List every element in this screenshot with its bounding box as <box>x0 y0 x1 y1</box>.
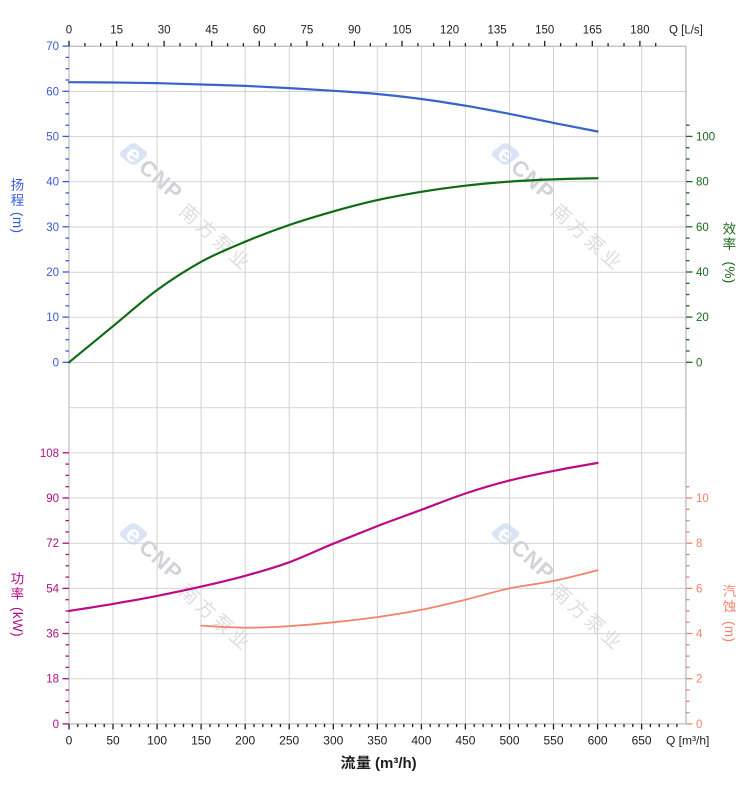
svg-text:6: 6 <box>696 583 702 595</box>
svg-text:135: 135 <box>488 25 507 37</box>
svg-text:0: 0 <box>53 357 59 369</box>
svg-text:0: 0 <box>66 734 73 748</box>
svg-text:650: 650 <box>632 734 652 748</box>
svg-text:50: 50 <box>46 131 59 143</box>
svg-text:0: 0 <box>696 719 702 731</box>
svg-text:250: 250 <box>279 734 299 748</box>
svg-text:20: 20 <box>696 312 709 324</box>
svg-text:150: 150 <box>191 734 211 748</box>
svg-text:8: 8 <box>696 538 702 550</box>
svg-text:100: 100 <box>147 734 167 748</box>
svg-text:40: 40 <box>46 177 59 189</box>
svg-text:400: 400 <box>411 734 431 748</box>
svg-text:50: 50 <box>106 734 120 748</box>
svg-text:108: 108 <box>40 448 59 460</box>
svg-text:105: 105 <box>392 25 411 37</box>
svg-text:180: 180 <box>630 25 649 37</box>
svg-text:0: 0 <box>66 25 72 37</box>
svg-text:(m³/h): (m³/h) <box>375 755 417 772</box>
svg-text:0: 0 <box>53 719 59 731</box>
svg-text:30: 30 <box>158 25 171 37</box>
svg-text:40: 40 <box>696 267 709 279</box>
svg-text:(m): (m) <box>722 621 737 642</box>
svg-text:18: 18 <box>46 674 59 686</box>
svg-text:90: 90 <box>348 25 361 37</box>
svg-text:550: 550 <box>543 734 563 748</box>
svg-text:10: 10 <box>46 312 59 324</box>
svg-text:30: 30 <box>46 222 59 234</box>
svg-text:600: 600 <box>588 734 608 748</box>
svg-text:45: 45 <box>205 25 218 37</box>
svg-text:2: 2 <box>696 674 702 686</box>
svg-text:150: 150 <box>535 25 554 37</box>
svg-text:36: 36 <box>46 629 59 641</box>
svg-text:(kW): (kW) <box>10 607 25 637</box>
svg-text:72: 72 <box>46 538 59 550</box>
svg-text:54: 54 <box>46 583 59 595</box>
svg-text:15: 15 <box>110 25 123 37</box>
svg-text:80: 80 <box>696 177 709 189</box>
svg-text:75: 75 <box>301 25 314 37</box>
svg-text:(m): (m) <box>10 212 25 233</box>
svg-text:350: 350 <box>367 734 387 748</box>
svg-text:200: 200 <box>235 734 255 748</box>
svg-text:70: 70 <box>46 41 59 53</box>
svg-text:300: 300 <box>323 734 343 748</box>
svg-text:Q [m³/h]: Q [m³/h] <box>666 734 709 748</box>
svg-text:60: 60 <box>696 222 709 234</box>
svg-text:4: 4 <box>696 629 703 641</box>
svg-text:100: 100 <box>696 131 715 143</box>
svg-text:20: 20 <box>46 267 59 279</box>
svg-text:165: 165 <box>583 25 602 37</box>
svg-text:90: 90 <box>46 493 59 505</box>
svg-text:0: 0 <box>696 357 702 369</box>
svg-text:60: 60 <box>46 86 59 98</box>
svg-text:60: 60 <box>253 25 266 37</box>
svg-text:450: 450 <box>455 734 475 748</box>
svg-text:(%): (%) <box>722 262 737 284</box>
svg-text:10: 10 <box>696 493 709 505</box>
svg-text:500: 500 <box>499 734 519 748</box>
svg-text:120: 120 <box>440 25 459 37</box>
svg-text:Q [L/s]: Q [L/s] <box>669 25 703 37</box>
